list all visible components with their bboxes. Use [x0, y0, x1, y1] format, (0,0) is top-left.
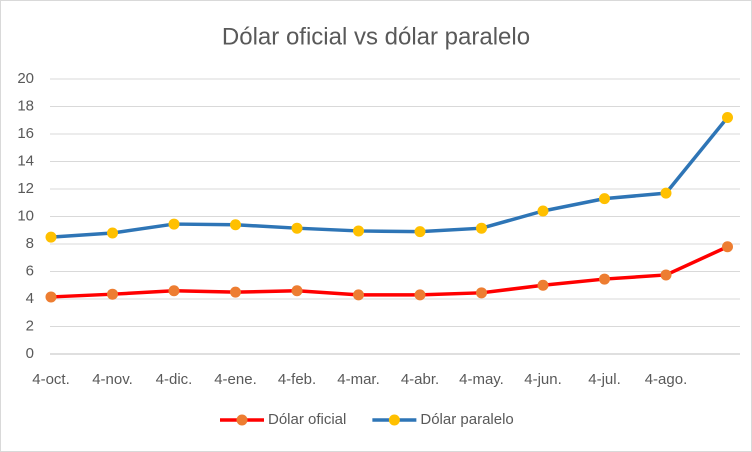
series-line	[50, 245, 729, 299]
point-marker	[476, 222, 487, 234]
point-marker	[414, 226, 426, 238]
point-marker	[107, 288, 118, 300]
point-marker	[45, 231, 57, 243]
point-marker	[291, 285, 303, 297]
y-tick-label: 10	[17, 207, 34, 224]
point-marker	[353, 289, 364, 301]
point-marker	[414, 289, 426, 301]
point-marker	[353, 225, 364, 237]
x-tick-label: 4-may.	[459, 371, 504, 388]
y-tick-label: 2	[26, 317, 34, 334]
point-marker	[722, 112, 733, 123]
y-tick-label: 6	[26, 262, 34, 279]
point-marker	[45, 291, 57, 303]
y-tick-label: 16	[17, 125, 34, 142]
y-tick-label: 20	[17, 70, 34, 87]
y-tick-label: 8	[26, 235, 34, 252]
point-marker	[107, 227, 118, 239]
x-tick-label: 4-ene.	[214, 371, 257, 388]
point-marker	[476, 287, 487, 299]
series-line	[50, 116, 729, 239]
point-marker	[230, 219, 241, 231]
x-tick-label: 4-ago.	[645, 371, 688, 388]
point-marker	[660, 269, 672, 281]
y-tick-label: 4	[26, 290, 34, 307]
y-tick-label: 12	[17, 180, 34, 197]
point-marker	[230, 286, 241, 298]
point-marker	[722, 241, 733, 253]
point-marker	[291, 222, 303, 234]
x-tick-label: 4-mar.	[337, 371, 380, 388]
legend-marker	[388, 414, 400, 426]
legend-marker	[236, 414, 248, 426]
x-tick-label: 4-dic.	[156, 371, 193, 388]
y-tick-label: 0	[26, 345, 34, 362]
legend-label: Dólar paralelo	[420, 411, 513, 428]
x-tick-label: 4-feb.	[278, 371, 316, 388]
chart-title: Dólar oficial vs dólar paralelo	[222, 23, 530, 50]
point-marker	[537, 279, 549, 291]
x-tick-label: 4-oct.	[32, 371, 70, 388]
point-marker	[168, 218, 180, 230]
x-tick-label: 4-abr.	[401, 371, 439, 388]
x-tick-label: 4-jun.	[524, 371, 562, 388]
y-tick-label: 14	[17, 152, 34, 169]
x-tick-label: 4-nov.	[92, 371, 133, 388]
point-marker	[599, 273, 610, 285]
x-tick-label: 4-jul.	[588, 371, 621, 388]
point-marker	[537, 205, 549, 217]
y-tick-label: 18	[17, 97, 34, 114]
point-marker	[660, 187, 672, 199]
legend-label: Dólar oficial	[268, 411, 346, 428]
point-marker	[168, 285, 180, 297]
point-marker	[599, 193, 610, 205]
